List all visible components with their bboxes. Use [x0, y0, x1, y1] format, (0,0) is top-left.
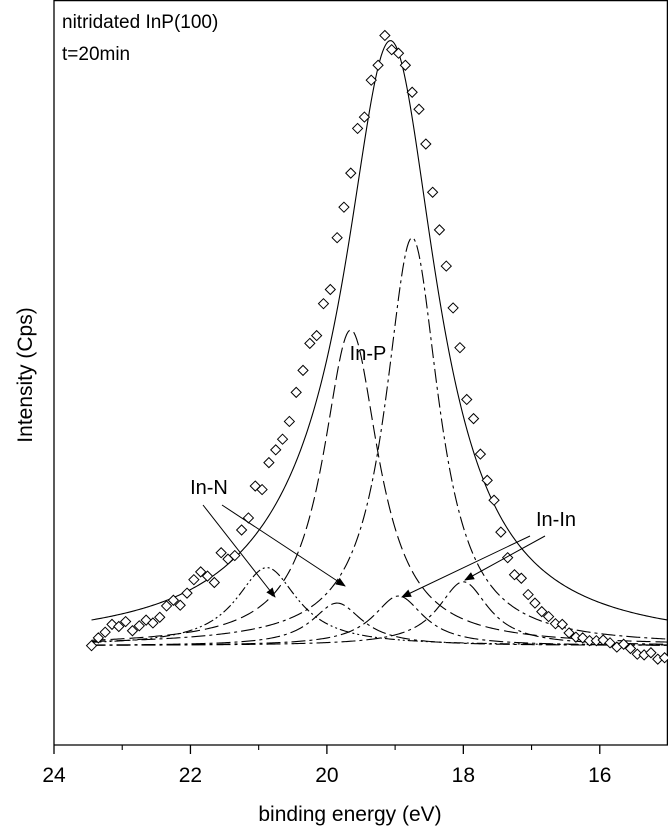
fit-curve-5: [91, 602, 668, 646]
fit-curve-1: [91, 40, 668, 621]
data-point: [549, 617, 562, 630]
data-point: [113, 620, 125, 633]
arrow-in-n-1: [202, 504, 276, 598]
data-point: [399, 59, 412, 71]
data-point: [263, 456, 275, 469]
data-point: [515, 572, 528, 584]
data-point: [126, 625, 139, 637]
data-point: [229, 549, 241, 562]
data-point: [194, 566, 207, 578]
data-point: [495, 526, 507, 538]
data-point: [188, 573, 200, 586]
data-point: [106, 618, 118, 631]
data-point: [119, 615, 132, 628]
data-point: [467, 412, 480, 425]
data-point: [297, 364, 309, 377]
data-point: [242, 512, 255, 524]
data-point: [372, 59, 384, 71]
data-point: [379, 29, 391, 42]
x-tick-label: 24: [42, 764, 66, 787]
data-point: [201, 570, 214, 582]
y-axis-label: Intensity (Cps): [14, 307, 37, 442]
data-point: [365, 74, 377, 86]
arrow-in-in-2: [464, 535, 546, 581]
fit-curve-in-in: [91, 581, 668, 646]
data-point: [133, 620, 145, 632]
data-point: [604, 637, 616, 649]
data-point: [215, 547, 227, 559]
data-point: [310, 329, 323, 342]
data-point: [631, 648, 644, 660]
peak-label-in-p: In-P: [350, 343, 387, 365]
data-point: [140, 614, 152, 626]
data-point: [92, 632, 105, 644]
data-point: [235, 524, 248, 536]
data-point: [542, 610, 555, 623]
data-point: [331, 231, 343, 244]
data-point: [624, 642, 637, 655]
data-point: [617, 638, 630, 650]
data-point: [270, 444, 282, 456]
data-point: [304, 337, 316, 350]
data-point: [338, 201, 350, 213]
data-point: [556, 618, 568, 631]
data-point: [174, 599, 186, 611]
x-tick-label: 18: [452, 764, 475, 787]
data-point: [351, 122, 364, 135]
data-point: [529, 597, 541, 609]
chart-title-line-1: nitridated InP(100): [62, 12, 218, 33]
data-point: [290, 386, 302, 399]
data-point: [85, 639, 98, 652]
data-point: [406, 86, 418, 98]
data-point: [385, 43, 398, 56]
data-point: [358, 111, 371, 123]
data-point: [208, 576, 221, 589]
data-point: [440, 260, 452, 272]
data-point: [488, 494, 500, 506]
data-point: [413, 103, 425, 115]
data-point: [324, 283, 337, 296]
data-point: [461, 393, 473, 406]
data-point: [426, 186, 439, 198]
data-point: [454, 341, 466, 354]
x-tick-label: 20: [315, 764, 338, 787]
data-point: [154, 611, 166, 623]
fit-curve-4: [91, 237, 668, 643]
chart-title-line-2: t=20min: [62, 44, 130, 65]
arrow-in-n-2: [221, 504, 346, 587]
data-point: [256, 483, 268, 496]
data-point: [392, 47, 405, 59]
data-point: [433, 224, 446, 236]
data-point: [99, 626, 111, 638]
arrow-in-in-1: [401, 535, 531, 598]
data-point: [345, 167, 357, 179]
data-point: [447, 302, 459, 314]
data-point: [160, 600, 173, 612]
data-point: [563, 627, 575, 639]
x-tick-label: 22: [179, 764, 202, 787]
data-point: [167, 594, 180, 606]
data-point: [420, 138, 432, 150]
data-point: [283, 415, 296, 428]
data-point: [317, 297, 330, 310]
data-point: [181, 587, 193, 599]
data-point: [249, 480, 261, 492]
data-point: [645, 647, 657, 659]
x-tick-label: 16: [588, 764, 611, 787]
data-point: [147, 617, 159, 629]
data-point: [474, 448, 487, 460]
peak-label-in-n: In-N: [190, 477, 228, 499]
data-point: [536, 605, 548, 618]
data-point: [481, 474, 493, 487]
peak-label-in-in: In-In: [536, 509, 576, 531]
fit-curve-6: [91, 595, 668, 646]
x-axis-label: binding energy (eV): [258, 803, 441, 826]
data-point: [276, 433, 289, 445]
data-point: [522, 588, 534, 601]
data-point: [570, 631, 582, 643]
